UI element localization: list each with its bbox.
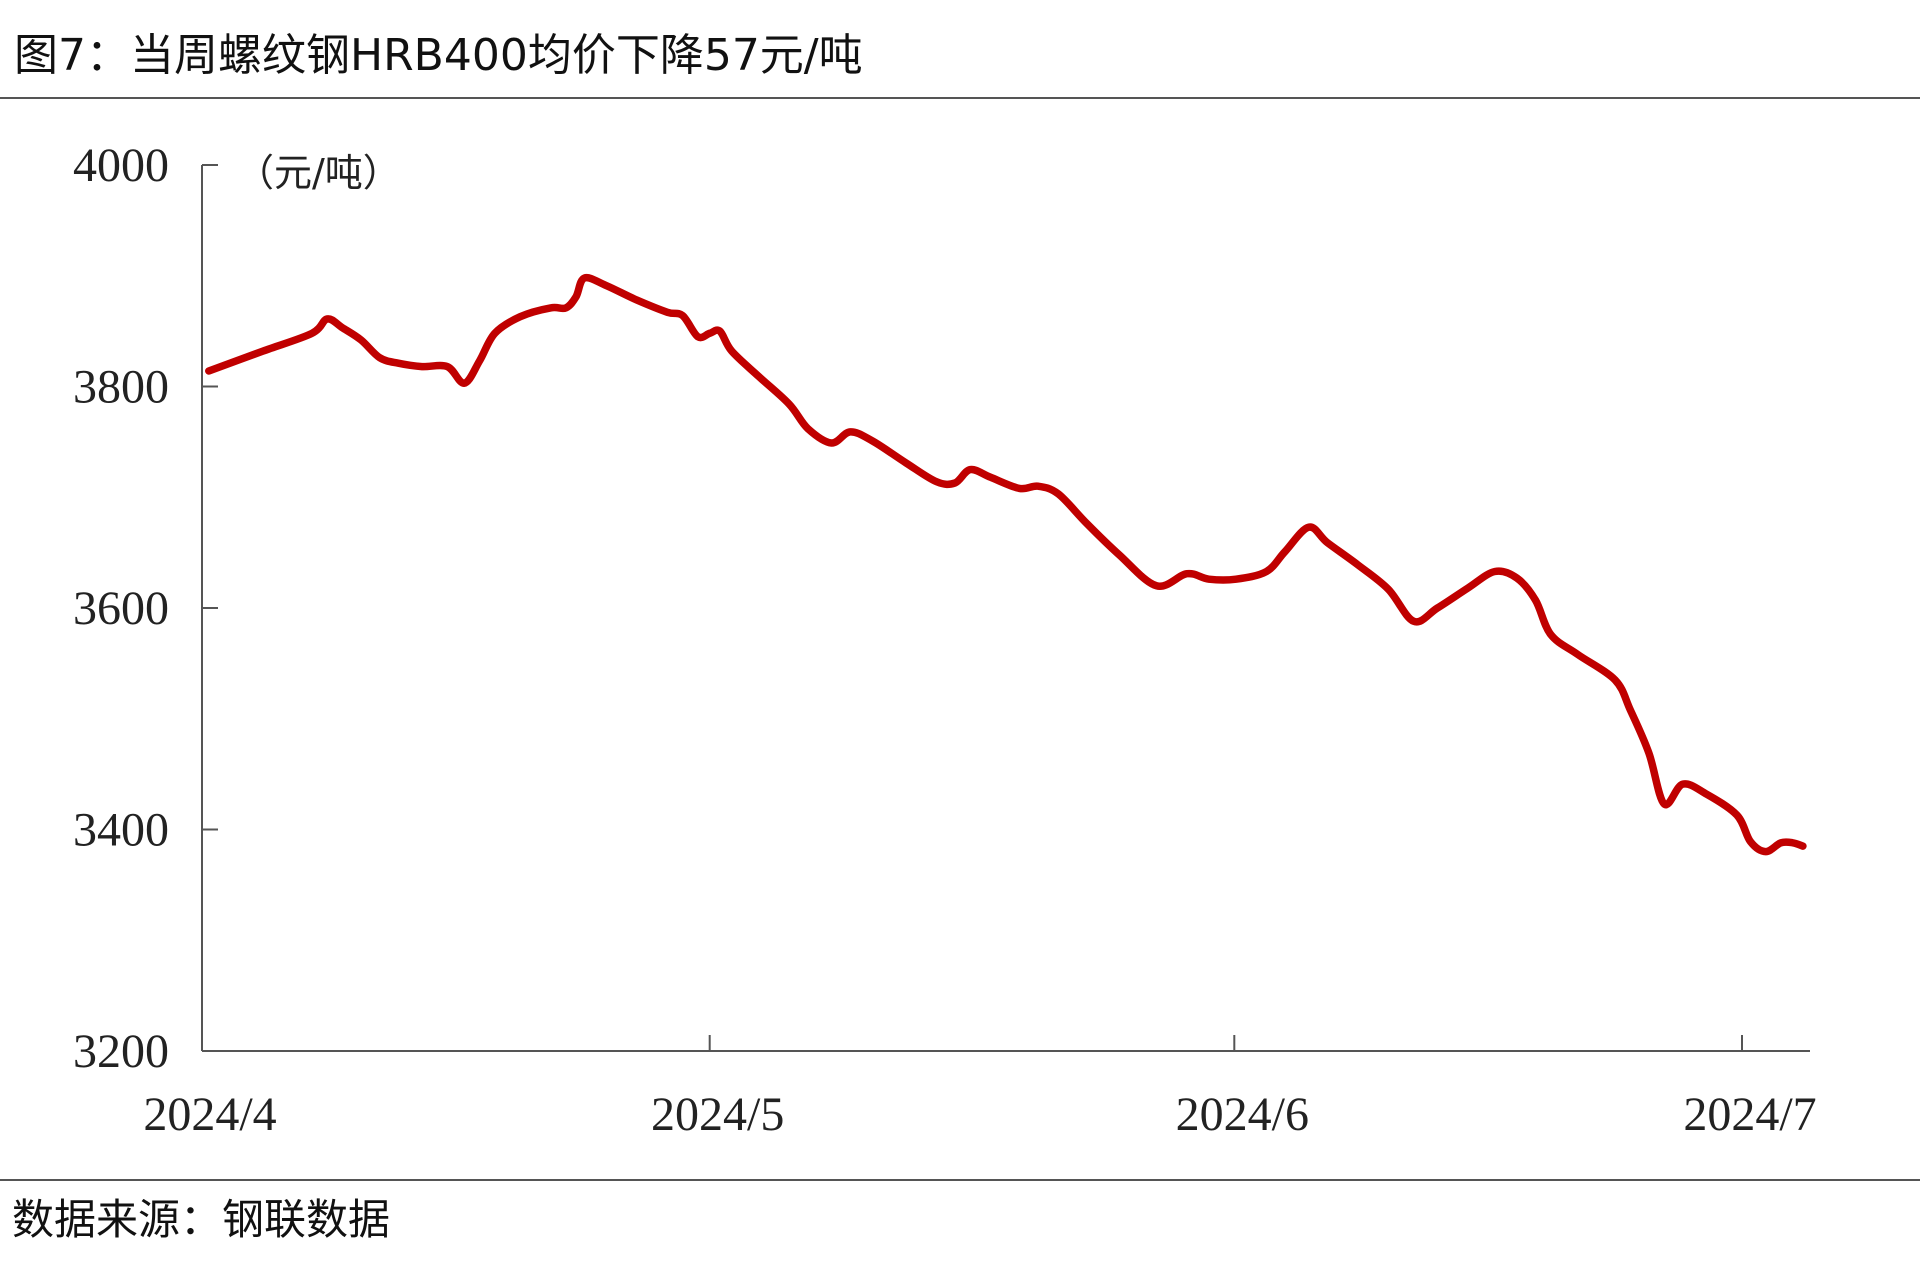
x-tick-label: 2024/6 — [1176, 1088, 1309, 1141]
y-tick-label: 3400 — [73, 804, 169, 857]
chart-title: 图7：当周螺纹钢HRB400均价下降57元/吨 — [14, 30, 863, 81]
x-tick-label: 2024/4 — [143, 1088, 276, 1141]
series-line-hrb400 — [205, 273, 1807, 856]
x-tick-label: 2024/7 — [1683, 1088, 1816, 1141]
y-axis-unit-label: （元/吨） — [236, 151, 401, 195]
x-tick-label: 2024/5 — [651, 1088, 784, 1141]
y-tick-label: 4000 — [73, 139, 169, 192]
series-layer — [205, 273, 1807, 856]
y-tick-label: 3800 — [73, 361, 169, 414]
y-tick-label: 3600 — [73, 582, 169, 635]
y-tick-label: 3200 — [73, 1025, 169, 1078]
axes: 3200 3400 3600 3800 4000 2024/4 2024/5 2024/6 20… — [73, 139, 1817, 1141]
source-note: 数据来源：钢联数据 — [12, 1195, 390, 1244]
